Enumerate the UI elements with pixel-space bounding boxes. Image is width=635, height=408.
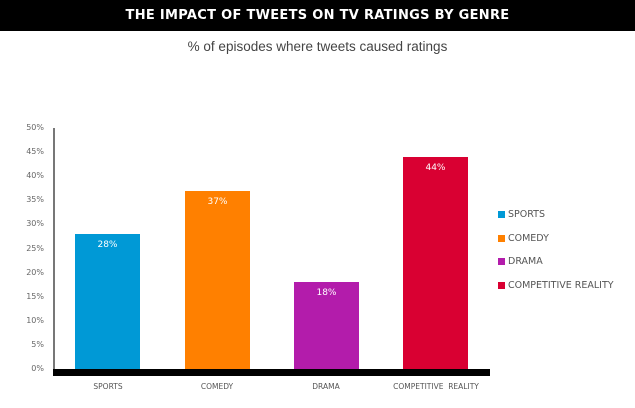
legend-item: COMEDY xyxy=(498,227,614,251)
bar-value-label: 28% xyxy=(97,240,118,251)
legend-item: SPORTS xyxy=(498,203,614,227)
legend: SPORTS COMEDY DRAMA COMPETITIVE REALITY xyxy=(498,203,614,297)
x-tick-label: COMEDY xyxy=(200,382,234,391)
bar-value-label: 18% xyxy=(316,288,337,299)
chart-subtitle: % of episodes where tweets caused rating… xyxy=(187,39,448,54)
bar-value-label: 37% xyxy=(207,196,228,207)
y-tick-label: 20% xyxy=(26,267,44,277)
x-tick-label: SPORTS xyxy=(93,382,123,391)
legend-label: DRAMA xyxy=(508,256,543,268)
legend-swatch-icon xyxy=(498,281,505,289)
y-tick-label: 35% xyxy=(26,195,44,205)
y-tick-label: 40% xyxy=(26,171,44,181)
x-tick-label: COMPETITIVE REALITY xyxy=(393,382,479,391)
y-tick-label: 15% xyxy=(26,291,44,301)
legend-item: DRAMA xyxy=(498,250,614,274)
legend-swatch-icon xyxy=(498,211,505,219)
bar-drama: 18% xyxy=(294,282,359,369)
y-axis-line xyxy=(53,128,55,372)
y-tick-label: 0% xyxy=(31,364,44,373)
legend-swatch-icon xyxy=(498,234,505,242)
bar-value-label: 44% xyxy=(425,162,446,173)
y-tick-label: 25% xyxy=(26,243,44,253)
bar-comedy: 37% xyxy=(185,190,250,369)
bar-sports: 28% xyxy=(75,234,140,369)
bar-competitive-reality: 44% xyxy=(403,156,468,369)
y-tick-label: 5% xyxy=(31,339,44,349)
legend-label: SPORTS xyxy=(508,209,545,221)
chart-title: THE IMPACT OF TWEETS ON TV RATINGS BY GE… xyxy=(125,8,510,23)
y-tick-label: 45% xyxy=(26,147,44,157)
x-tick-label: DRAMA xyxy=(312,382,340,391)
legend-item: COMPETITIVE REALITY xyxy=(498,274,614,298)
x-axis-baseline xyxy=(53,369,490,376)
y-tick-label: 30% xyxy=(26,219,44,229)
legend-label: COMPETITIVE REALITY xyxy=(508,279,614,291)
y-tick-label: 10% xyxy=(26,315,44,325)
legend-label: COMEDY xyxy=(508,232,549,244)
chart-title-banner: THE IMPACT OF TWEETS ON TV RATINGS BY GE… xyxy=(0,0,635,31)
y-tick-label: 50% xyxy=(26,123,44,132)
legend-swatch-icon xyxy=(498,258,505,266)
